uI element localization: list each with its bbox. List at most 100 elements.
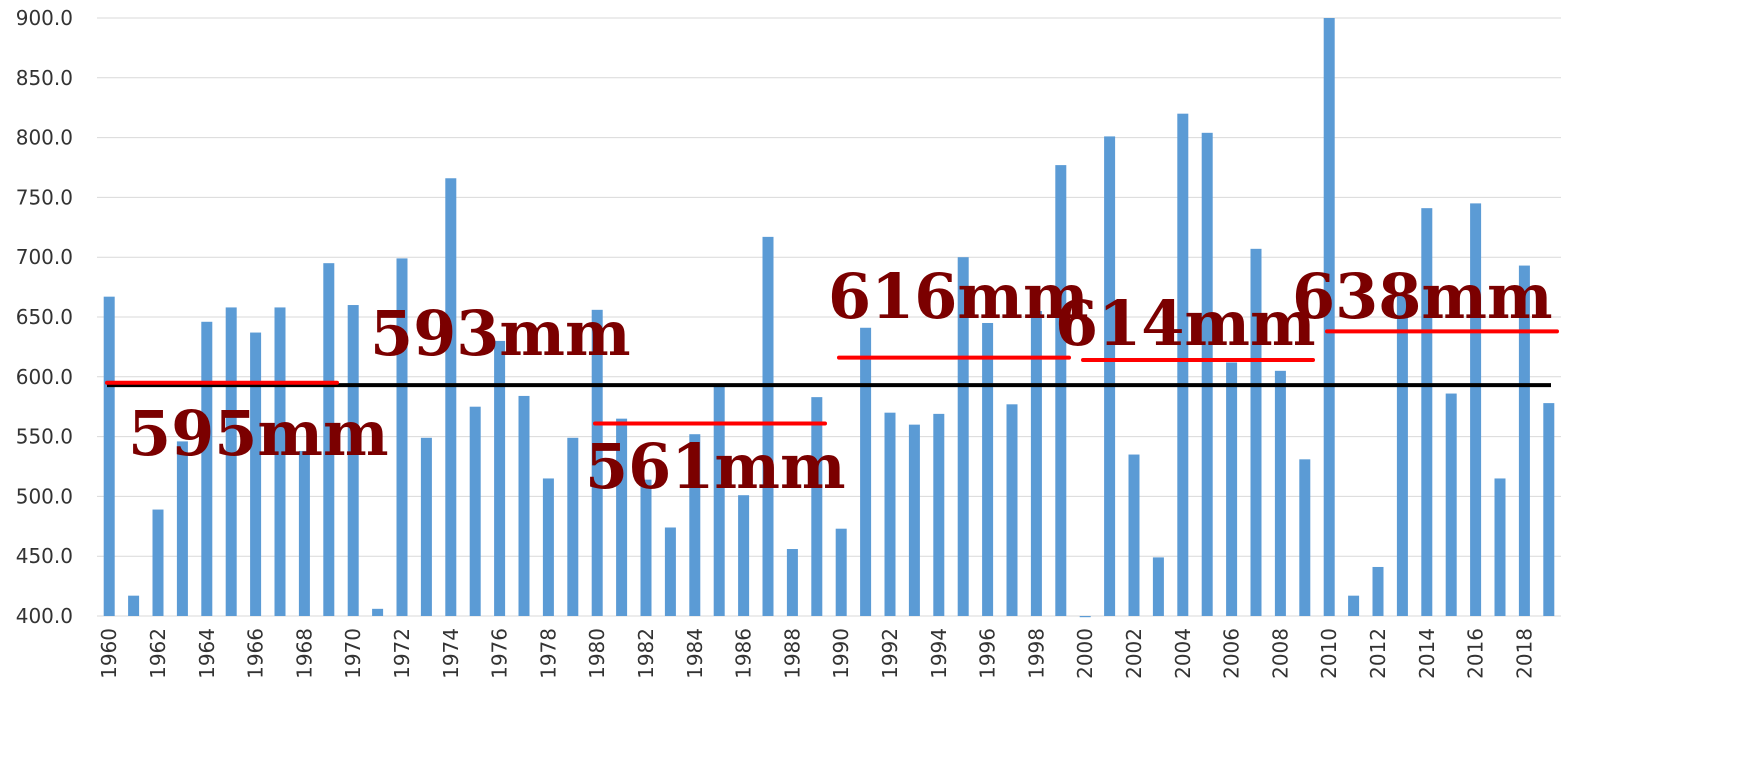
bar <box>1348 595 1360 616</box>
bar <box>103 296 115 616</box>
bar <box>250 332 262 616</box>
bar <box>298 450 310 616</box>
bar <box>908 424 920 616</box>
mean-label: 593mm <box>370 297 631 370</box>
bar <box>1201 132 1213 617</box>
x-tick-label: 1966 <box>244 628 268 679</box>
bar <box>1006 404 1018 616</box>
x-tick-label: 1970 <box>341 628 365 679</box>
x-tick-label: 1976 <box>488 628 512 679</box>
bar <box>933 413 945 616</box>
bar <box>347 305 359 616</box>
bar <box>835 528 847 616</box>
x-tick-label: 1998 <box>1024 628 1048 679</box>
x-tick-label: 1978 <box>536 628 560 679</box>
bar <box>225 307 237 616</box>
y-tick-label: 750.0 <box>16 185 73 209</box>
bar <box>713 386 725 616</box>
bar <box>372 608 384 616</box>
x-tick-label: 2012 <box>1366 628 1390 679</box>
x-tick-label: 1964 <box>195 628 219 679</box>
x-tick-label: 2002 <box>1122 628 1146 679</box>
x-tick-label: 2000 <box>1073 628 1097 679</box>
bar <box>1079 616 1091 618</box>
bar <box>1470 203 1482 616</box>
bar <box>640 479 652 616</box>
bar <box>762 236 774 617</box>
bar <box>786 549 798 616</box>
bar <box>1396 295 1408 616</box>
x-tick-label: 1982 <box>634 628 658 679</box>
bar <box>1494 478 1506 616</box>
bar <box>664 527 676 616</box>
bar <box>1128 454 1140 616</box>
bar <box>469 406 481 616</box>
x-tick-label: 1992 <box>878 628 902 679</box>
decade-label: 616mm <box>828 260 1089 333</box>
bar <box>1543 403 1555 616</box>
x-tick-label: 1968 <box>292 628 316 679</box>
y-tick-label: 650.0 <box>16 305 73 329</box>
bar <box>884 412 896 616</box>
bar <box>738 495 750 616</box>
bar <box>445 178 457 616</box>
decade-label: 595mm <box>128 397 389 470</box>
x-tick-label: 1960 <box>97 628 121 679</box>
bar <box>542 478 554 616</box>
bar <box>420 437 432 616</box>
bar <box>1055 165 1067 616</box>
bar <box>128 595 140 616</box>
decade-label: 561mm <box>585 430 846 503</box>
x-tick-label: 2018 <box>1512 628 1536 679</box>
x-tick-label: 1994 <box>927 628 951 679</box>
bar <box>1445 393 1457 616</box>
x-tick-label: 2010 <box>1317 628 1341 679</box>
decade-label: 614mm <box>1055 287 1316 360</box>
decade-label: 638mm <box>1292 260 1553 333</box>
x-tick-label: 1972 <box>390 628 414 679</box>
bar <box>152 509 164 616</box>
bar <box>689 434 701 616</box>
y-tick-label: 850.0 <box>16 66 73 90</box>
y-tick-label: 800.0 <box>16 126 73 150</box>
x-tick-label: 2006 <box>1220 628 1244 679</box>
bar <box>1030 311 1042 616</box>
x-tick-label: 2014 <box>1415 628 1439 679</box>
x-tick-label: 2008 <box>1268 628 1292 679</box>
bar <box>1518 265 1530 616</box>
bar <box>1104 136 1116 617</box>
y-tick-label: 700.0 <box>16 245 73 269</box>
bar <box>567 437 579 616</box>
bar <box>982 322 994 616</box>
bar <box>1250 248 1262 616</box>
y-tick-label: 450.0 <box>16 544 73 568</box>
bar <box>176 441 188 616</box>
x-tick-label: 2016 <box>1464 628 1488 679</box>
y-tick-label: 400.0 <box>16 604 73 628</box>
x-tick-label: 1990 <box>829 628 853 679</box>
bar <box>201 321 213 616</box>
bar <box>1421 208 1433 616</box>
y-tick-label: 500.0 <box>16 484 73 508</box>
x-tick-label: 1996 <box>976 628 1000 679</box>
x-tick-label: 1984 <box>683 628 707 679</box>
bar <box>274 307 286 616</box>
y-tick-label: 550.0 <box>16 425 73 449</box>
bar <box>1274 370 1286 616</box>
x-tick-label: 1974 <box>439 628 463 679</box>
x-tick-label: 1988 <box>780 628 804 679</box>
x-tick-label: 1962 <box>146 628 170 679</box>
x-tick-label: 2004 <box>1171 628 1195 679</box>
bar <box>616 418 628 616</box>
bar <box>518 395 530 616</box>
bar <box>494 340 506 616</box>
bar <box>957 257 969 616</box>
bar <box>811 397 823 616</box>
bar <box>591 309 603 616</box>
bar <box>1152 557 1164 616</box>
x-tick-label: 1980 <box>585 628 609 679</box>
bar <box>1372 566 1384 616</box>
y-tick-label: 600.0 <box>16 365 73 389</box>
bar <box>1299 459 1311 616</box>
